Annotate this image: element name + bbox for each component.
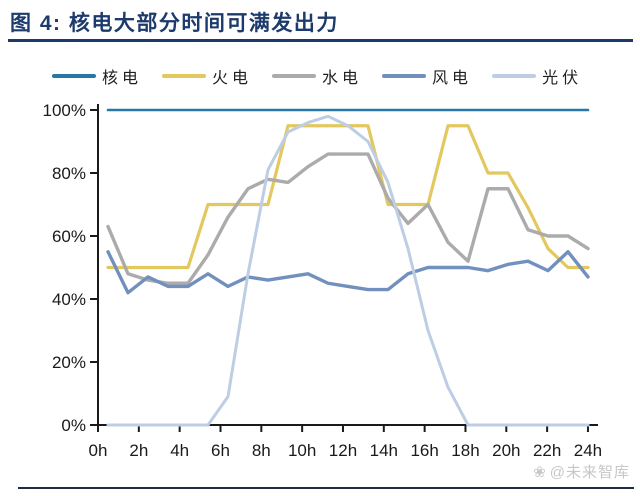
watermark: ❀ @未来智库 [533, 461, 630, 482]
svg-text:12h: 12h [329, 441, 357, 460]
wind-line-swatch [382, 74, 427, 78]
solar-line-swatch [492, 74, 537, 78]
legend-item-nuclear: 核电 [52, 64, 142, 88]
bottom-rule [18, 487, 634, 489]
svg-text:10h: 10h [288, 441, 316, 460]
svg-text:16h: 16h [410, 441, 438, 460]
chart-legend: 核电 火电 水电 风电 光伏 [52, 64, 602, 88]
svg-text:0h: 0h [89, 441, 108, 460]
svg-text:20h: 20h [492, 441, 520, 460]
nuclear-line-swatch [52, 74, 96, 78]
legend-item-thermal: 火电 [162, 64, 252, 88]
legend-item-hydro: 水电 [272, 64, 362, 88]
legend-label: 核电 [102, 70, 143, 87]
thermal-line-swatch [162, 74, 207, 78]
legend-label: 光伏 [542, 70, 583, 87]
svg-text:18h: 18h [451, 441, 479, 460]
legend-item-solar: 光伏 [492, 64, 582, 88]
title-rule [8, 39, 633, 42]
hydro-line-swatch [272, 74, 317, 78]
svg-text:14h: 14h [370, 441, 398, 460]
svg-text:40%: 40% [52, 290, 86, 309]
figure-title: 图 4: 核电大部分时间可满发出力 [10, 12, 339, 35]
svg-text:80%: 80% [52, 164, 86, 183]
svg-text:0%: 0% [61, 416, 86, 435]
svg-text:8h: 8h [252, 441, 271, 460]
svg-text:100%: 100% [43, 101, 86, 120]
legend-label: 水电 [322, 70, 363, 87]
legend-item-wind: 风电 [382, 64, 472, 88]
svg-text:2h: 2h [129, 441, 148, 460]
line-chart: 0% 20% 40% 60% 80% 100% 0h 2h 4h 6h 8h 10h 12h 14h 16h… [43, 101, 603, 460]
svg-text:6h: 6h [211, 441, 230, 460]
svg-text:60%: 60% [52, 227, 86, 246]
legend-label: 风电 [432, 70, 473, 87]
legend-label: 火电 [212, 70, 253, 87]
svg-text:20%: 20% [52, 353, 86, 372]
svg-text:24h: 24h [574, 441, 602, 460]
watermark-logo-icon: ❀ [533, 463, 547, 481]
watermark-text: @未来智库 [549, 464, 630, 481]
svg-text:4h: 4h [170, 441, 189, 460]
svg-text:22h: 22h [533, 441, 561, 460]
